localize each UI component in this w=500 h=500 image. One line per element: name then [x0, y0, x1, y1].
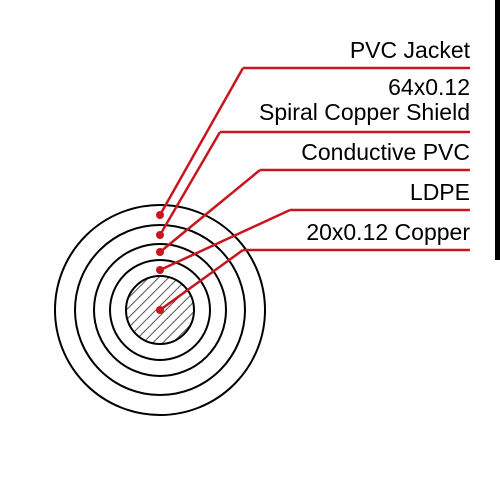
marker-ldpe [156, 266, 164, 274]
right-edge-bar [495, 0, 500, 260]
marker-spiral-shield [156, 231, 164, 239]
diagram-root: { "diagram": { "type": "infographic", "c… [0, 0, 500, 500]
cable-cross-section-svg [0, 0, 500, 500]
marker-copper-core [156, 306, 164, 314]
marker-conductive-pvc [156, 248, 164, 256]
marker-pvc-jacket [156, 211, 164, 219]
